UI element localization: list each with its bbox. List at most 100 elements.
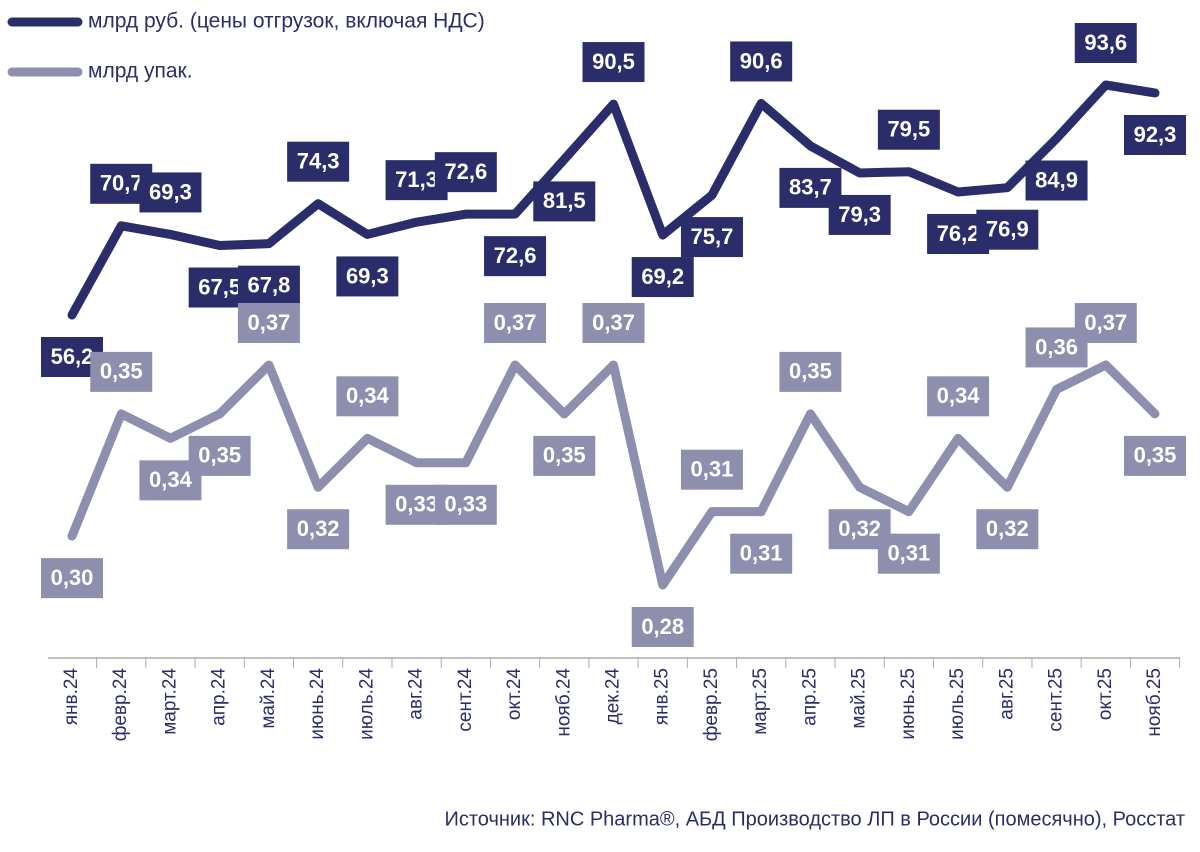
value-label: 0,37 <box>494 310 537 335</box>
value-label-box <box>631 257 694 298</box>
x-tick-label: окт.24 <box>504 668 525 721</box>
x-tick-label: окт.25 <box>1095 668 1116 720</box>
value-label-box <box>287 141 350 182</box>
value-label-box <box>828 194 891 235</box>
value-label-box <box>1074 303 1137 343</box>
value-label-box <box>484 236 547 277</box>
x-tick-label: сент.24 <box>455 668 476 732</box>
x-tick-label: июнь.24 <box>307 668 328 740</box>
value-label: 92,3 <box>1134 122 1177 147</box>
value-label: 84,9 <box>1035 167 1078 192</box>
value-label: 72,6 <box>494 243 537 268</box>
series-line <box>67 80 1160 320</box>
value-label: 0,32 <box>838 516 881 541</box>
value-label-box <box>533 181 596 222</box>
value-label: 79,3 <box>838 202 881 227</box>
value-label-box <box>582 42 645 83</box>
value-label-box <box>1025 160 1088 201</box>
value-label: 0,30 <box>51 565 94 590</box>
x-tick-label: янв.24 <box>61 668 82 726</box>
x-tick-label: сент.25 <box>1046 668 1067 732</box>
value-label: 69,2 <box>641 264 684 289</box>
value-label: 0,35 <box>543 443 586 468</box>
value-label: 0,37 <box>592 310 635 335</box>
value-label-box <box>484 303 547 343</box>
value-label: 69,3 <box>149 179 192 204</box>
legend-label: млрд упак. <box>88 60 193 83</box>
value-label: 0,31 <box>740 540 783 565</box>
x-tick-label: авг.24 <box>406 668 427 720</box>
value-label: 79,5 <box>887 117 930 142</box>
value-label-box <box>434 484 497 525</box>
series-line <box>67 360 1160 590</box>
x-tick-label: янв.25 <box>652 668 673 725</box>
value-label-box <box>631 607 694 647</box>
value-label: 90,6 <box>740 48 783 73</box>
x-tick-label: авг.25 <box>996 668 1017 720</box>
value-label: 0,35 <box>789 359 832 384</box>
x-tick-label: март.25 <box>750 668 771 735</box>
value-label: 70,7 <box>100 171 143 196</box>
value-label: 90,5 <box>592 49 635 74</box>
value-label: 0,32 <box>297 516 340 541</box>
x-tick-label: июль.25 <box>947 668 968 740</box>
value-label-box <box>188 435 251 476</box>
value-label-box <box>287 509 350 550</box>
x-tick-label: апр.25 <box>799 668 820 726</box>
legend-label: млрд руб. (цены отгрузок, включая НДС) <box>88 10 485 33</box>
value-label: 0,35 <box>198 443 241 468</box>
x-tick-label: дек.24 <box>603 668 624 725</box>
value-label-box <box>90 351 153 392</box>
value-label: 0,34 <box>346 383 390 408</box>
value-label-box <box>582 303 645 343</box>
value-label-box <box>533 435 596 476</box>
value-label-box <box>336 376 399 417</box>
x-tick-label: май.24 <box>258 668 279 729</box>
value-label-box <box>237 265 300 306</box>
value-label: 71,3 <box>395 167 438 192</box>
value-label-box <box>730 41 793 82</box>
value-label: 83,7 <box>789 175 832 200</box>
value-label-box <box>976 509 1039 550</box>
value-label: 56,2 <box>51 344 94 369</box>
value-label: 0,31 <box>887 540 930 565</box>
value-label: 72,6 <box>444 159 487 184</box>
value-label: 0,34 <box>937 383 981 408</box>
value-label: 67,5 <box>198 274 241 299</box>
value-label: 0,33 <box>444 492 487 517</box>
x-tick-label: май.25 <box>849 668 870 729</box>
value-label: 0,36 <box>1035 334 1078 359</box>
value-label: 0,28 <box>641 614 684 639</box>
value-label: 75,7 <box>691 224 734 249</box>
value-label: 69,3 <box>346 263 389 288</box>
value-label-box <box>41 558 103 599</box>
x-tick-label: июль.24 <box>356 668 377 740</box>
value-label-box <box>680 217 743 258</box>
value-label-box <box>976 209 1039 250</box>
value-label: 81,5 <box>543 188 586 213</box>
x-tick-label: нояб.25 <box>1144 668 1165 737</box>
value-label-box <box>877 533 940 574</box>
value-label-box <box>927 376 990 417</box>
value-label-box <box>237 303 300 343</box>
value-label: 0,31 <box>691 456 734 481</box>
value-label-box <box>730 533 793 574</box>
source: Источник: RNC Pharma®, АБД Производство … <box>444 808 1185 830</box>
value-label-box <box>680 449 743 490</box>
x-tick-label: июнь.25 <box>898 668 919 740</box>
value-label-box <box>1124 435 1186 476</box>
value-label-box <box>139 172 202 213</box>
value-label: 76,9 <box>986 217 1029 242</box>
value-label: 0,33 <box>395 492 438 517</box>
value-label-box <box>336 256 399 297</box>
x-tick-label: февр.24 <box>110 668 131 742</box>
value-label-box <box>877 109 940 150</box>
x-tick-label: февр.25 <box>701 668 722 741</box>
x-tick-label: март.24 <box>159 668 180 735</box>
value-label: 0,32 <box>986 516 1029 541</box>
value-label: 74,3 <box>297 149 340 174</box>
value-label: 0,35 <box>100 359 143 384</box>
value-label-box <box>779 351 842 392</box>
value-label-box <box>1074 23 1137 63</box>
